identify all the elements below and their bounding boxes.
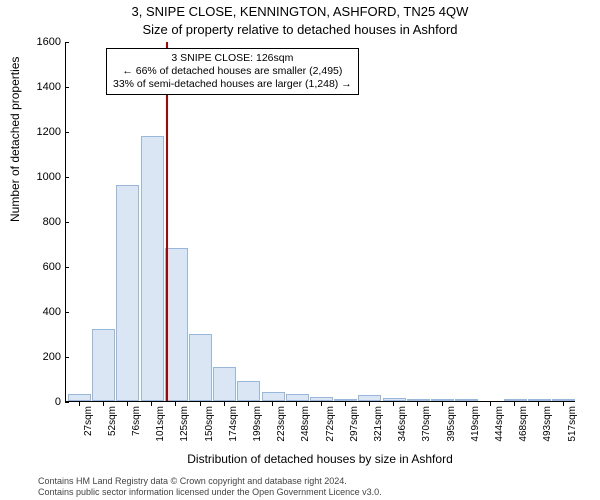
histogram-bar (286, 394, 309, 401)
histogram-bar (141, 136, 164, 402)
x-tick-mark (103, 402, 104, 406)
x-tick-label: 27sqm (83, 406, 94, 436)
bars-group (66, 42, 575, 401)
footer-attribution: Contains HM Land Registry data © Crown c… (38, 476, 382, 497)
x-tick-label: 517sqm (567, 406, 578, 442)
histogram-bar (68, 394, 91, 401)
x-tick-label: 76sqm (131, 406, 142, 436)
x-tick-label: 321sqm (373, 406, 384, 442)
x-tick-mark (538, 402, 539, 406)
histogram-bar (552, 399, 575, 401)
y-tick-label: 1600 (37, 36, 61, 48)
y-tick-label: 1200 (37, 126, 61, 138)
x-tick-label: 199sqm (252, 406, 263, 442)
x-tick-label: 346sqm (397, 406, 408, 442)
histogram-bar (92, 329, 115, 401)
annotation-box: 3 SNIPE CLOSE: 126sqm ← 66% of detached … (106, 48, 359, 95)
x-tick-label: 493sqm (542, 406, 553, 442)
x-tick-label: 125sqm (179, 406, 190, 442)
x-tick-mark (79, 402, 80, 406)
annotation-line2: ← 66% of detached houses are smaller (2,… (113, 65, 352, 78)
x-tick-label: 223sqm (276, 406, 287, 442)
x-tick-mark (442, 402, 443, 406)
x-tick-label: 370sqm (421, 406, 432, 442)
x-tick-label: 444sqm (494, 406, 505, 442)
y-tick-label: 0 (55, 396, 61, 408)
x-tick-mark (514, 402, 515, 406)
histogram-bar (431, 399, 454, 401)
annotation-line3: 33% of semi-detached houses are larger (… (113, 78, 352, 91)
x-tick-mark (224, 402, 225, 406)
histogram-bar (334, 399, 357, 401)
histogram-bar (262, 392, 285, 401)
reference-marker-line (166, 42, 168, 401)
x-axis-label: Distribution of detached houses by size … (65, 452, 575, 466)
footer-line1: Contains HM Land Registry data © Crown c… (38, 476, 382, 486)
histogram-bar (383, 398, 406, 401)
x-tick-mark (369, 402, 370, 406)
x-tick-mark (248, 402, 249, 406)
annotation-line1: 3 SNIPE CLOSE: 126sqm (113, 52, 352, 65)
x-tick-mark (345, 402, 346, 406)
histogram-bar (165, 248, 188, 401)
x-tick-label: 150sqm (204, 406, 215, 442)
x-tick-label: 101sqm (155, 406, 166, 442)
histogram-bar (528, 399, 551, 401)
x-tick-label: 272sqm (325, 406, 336, 442)
x-tick-label: 395sqm (446, 406, 457, 442)
y-tick-label: 400 (43, 306, 61, 318)
histogram-bar (116, 185, 139, 401)
histogram-bar (213, 367, 236, 401)
x-tick-label: 248sqm (300, 406, 311, 442)
x-tick-mark (321, 402, 322, 406)
y-tick-label: 200 (43, 351, 61, 363)
histogram-bar (455, 399, 478, 401)
x-tick-label: 174sqm (228, 406, 239, 442)
histogram-bar (358, 395, 381, 401)
x-tick-mark (296, 402, 297, 406)
x-tick-mark (175, 402, 176, 406)
x-tick-mark (490, 402, 491, 406)
x-tick-mark (393, 402, 394, 406)
histogram-bar (407, 399, 430, 401)
chart-title-line1: 3, SNIPE CLOSE, KENNINGTON, ASHFORD, TN2… (0, 4, 600, 19)
histogram-bar (310, 397, 333, 402)
chart-container: 3, SNIPE CLOSE, KENNINGTON, ASHFORD, TN2… (0, 0, 600, 500)
x-axis: 27sqm 52sqm 76sqm 101sqm 125sqm 150sqm 174sqm 1… (65, 402, 575, 457)
footer-line2: Contains public sector information licen… (38, 487, 382, 497)
plot-area: 3 SNIPE CLOSE: 126sqm ← 66% of detached … (65, 42, 575, 402)
x-tick-mark (200, 402, 201, 406)
x-tick-mark (466, 402, 467, 406)
histogram-bar (237, 381, 260, 401)
x-tick-label: 52sqm (107, 406, 118, 436)
x-tick-label: 419sqm (470, 406, 481, 442)
x-tick-label: 468sqm (518, 406, 529, 442)
y-tick-label: 1400 (37, 81, 61, 93)
y-axis: 02004006008001000120014001600 (0, 42, 65, 402)
x-tick-label: 297sqm (349, 406, 360, 442)
chart-title-line2: Size of property relative to detached ho… (0, 22, 600, 37)
histogram-bar (504, 399, 527, 401)
x-tick-mark (563, 402, 564, 406)
y-tick-label: 800 (43, 216, 61, 228)
x-tick-mark (151, 402, 152, 406)
y-tick-label: 1000 (37, 171, 61, 183)
x-tick-mark (417, 402, 418, 406)
histogram-bar (189, 334, 212, 402)
y-tick-label: 600 (43, 261, 61, 273)
x-tick-mark (272, 402, 273, 406)
x-tick-mark (127, 402, 128, 406)
